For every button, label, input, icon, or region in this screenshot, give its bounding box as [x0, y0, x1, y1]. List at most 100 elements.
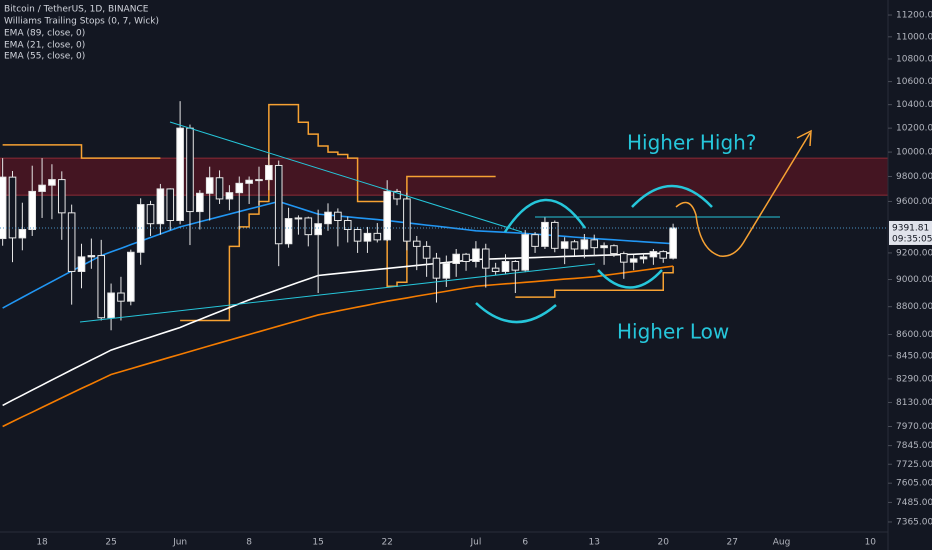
y-tick-label: 10200.00	[896, 124, 932, 134]
candle-body	[501, 260, 510, 272]
y-tick-label: 10000.00	[896, 148, 932, 158]
candle-body	[412, 240, 421, 247]
y-tick-label: 8130.00	[896, 398, 932, 408]
countdown-label: 09:35:05	[892, 234, 932, 244]
annotation: Higher Low	[617, 320, 729, 344]
candle-body	[620, 253, 628, 263]
trend-line	[169, 121, 523, 233]
candle-body	[324, 211, 332, 225]
candle-body	[156, 188, 165, 225]
candle-body	[531, 234, 539, 247]
candle-body	[146, 204, 155, 225]
annotation: Higher High?	[627, 131, 756, 155]
candle-body	[166, 188, 175, 221]
y-tick-label: 9000.00	[896, 275, 932, 285]
candle-body	[48, 179, 56, 186]
legend-entry: EMA (55, close, 0)	[4, 52, 85, 62]
y-tick-label: 9600.00	[896, 197, 932, 207]
chart-title: Bitcoin / TetherUS, 1D, BINANCE	[4, 5, 149, 15]
candle-body	[205, 177, 214, 194]
candle-body	[18, 228, 27, 239]
trend-line	[79, 263, 596, 323]
candle-body	[265, 164, 273, 181]
x-tick-label: 18	[36, 538, 48, 548]
candle-body	[580, 239, 589, 250]
y-tick-label: 9200.00	[896, 248, 932, 258]
arc	[503, 198, 587, 233]
candle-body	[196, 192, 204, 213]
candle-body	[629, 258, 638, 263]
candle-body	[334, 211, 342, 221]
x-tick-label: Jun	[172, 538, 187, 548]
candle-body	[117, 292, 125, 302]
candle-body	[314, 223, 322, 236]
candle-body	[343, 219, 352, 230]
candle-body	[462, 253, 470, 262]
candle-body	[235, 182, 244, 194]
x-tick-label: 20	[658, 538, 670, 548]
candle-body	[77, 256, 86, 272]
candle-body	[28, 190, 37, 230]
x-tick-label: 6	[522, 538, 528, 548]
candle-body	[659, 251, 668, 259]
candle-body	[284, 218, 293, 245]
x-tick-label: 22	[381, 538, 392, 548]
candle-body	[590, 239, 599, 249]
candle-body	[570, 241, 579, 250]
candle-body	[215, 177, 224, 200]
candle-body	[176, 127, 184, 221]
projection-path	[675, 132, 811, 257]
candle-body	[432, 257, 441, 279]
x-tick-label: Jul	[469, 538, 481, 548]
candle-body	[304, 217, 313, 236]
candle-body	[393, 190, 401, 200]
candle-body	[511, 260, 520, 271]
arc	[597, 269, 663, 289]
y-tick-label: 7970.00	[896, 422, 932, 432]
candle-body	[600, 245, 608, 249]
indicator-line	[2, 252, 674, 407]
legend-entry: EMA (89, close, 0)	[4, 29, 85, 39]
candle-body	[107, 292, 115, 319]
legend-entry: Williams Trailing Stops (0, 7, Wick)	[4, 17, 159, 27]
y-tick-label: 7845.00	[896, 441, 932, 451]
candle-body	[97, 255, 106, 319]
y-tick-label: 7605.00	[896, 479, 932, 489]
candle-body	[38, 184, 46, 192]
candle-body	[245, 179, 253, 184]
candle-body	[67, 212, 76, 272]
price-label-box	[889, 220, 932, 245]
candle-body	[225, 192, 234, 200]
candle-body	[521, 234, 530, 271]
candle-body	[669, 227, 677, 259]
y-tick-label: 8450.00	[896, 351, 932, 361]
indicator-line	[2, 265, 674, 428]
y-tick-label: 11200.00	[896, 11, 932, 21]
legend-entry: EMA (21, close, 0)	[4, 41, 85, 51]
x-tick-label: 27	[727, 538, 738, 548]
y-tick-label: 7725.00	[896, 460, 932, 470]
arrow-head	[796, 129, 812, 147]
candle-body	[452, 253, 460, 264]
candle-body	[186, 127, 194, 213]
y-tick-label: 8290.00	[896, 374, 932, 384]
x-tick-label: 13	[589, 538, 600, 548]
y-tick-label: 7365.00	[896, 517, 932, 527]
indicator-line	[2, 103, 674, 322]
candle-body	[560, 241, 569, 249]
x-tick-label: 8	[246, 538, 252, 548]
y-tick-label: 10800.00	[896, 55, 932, 65]
candle-body	[403, 198, 411, 242]
candle-body	[491, 267, 500, 272]
candle-body	[639, 256, 648, 260]
candle-body	[57, 179, 66, 214]
candle-body	[373, 232, 382, 241]
candle-body	[649, 251, 658, 258]
plot-area	[0, 101, 888, 428]
candle-body	[610, 245, 618, 255]
candle-body	[541, 221, 549, 247]
candle-body	[353, 228, 362, 242]
candle-body	[422, 245, 431, 259]
